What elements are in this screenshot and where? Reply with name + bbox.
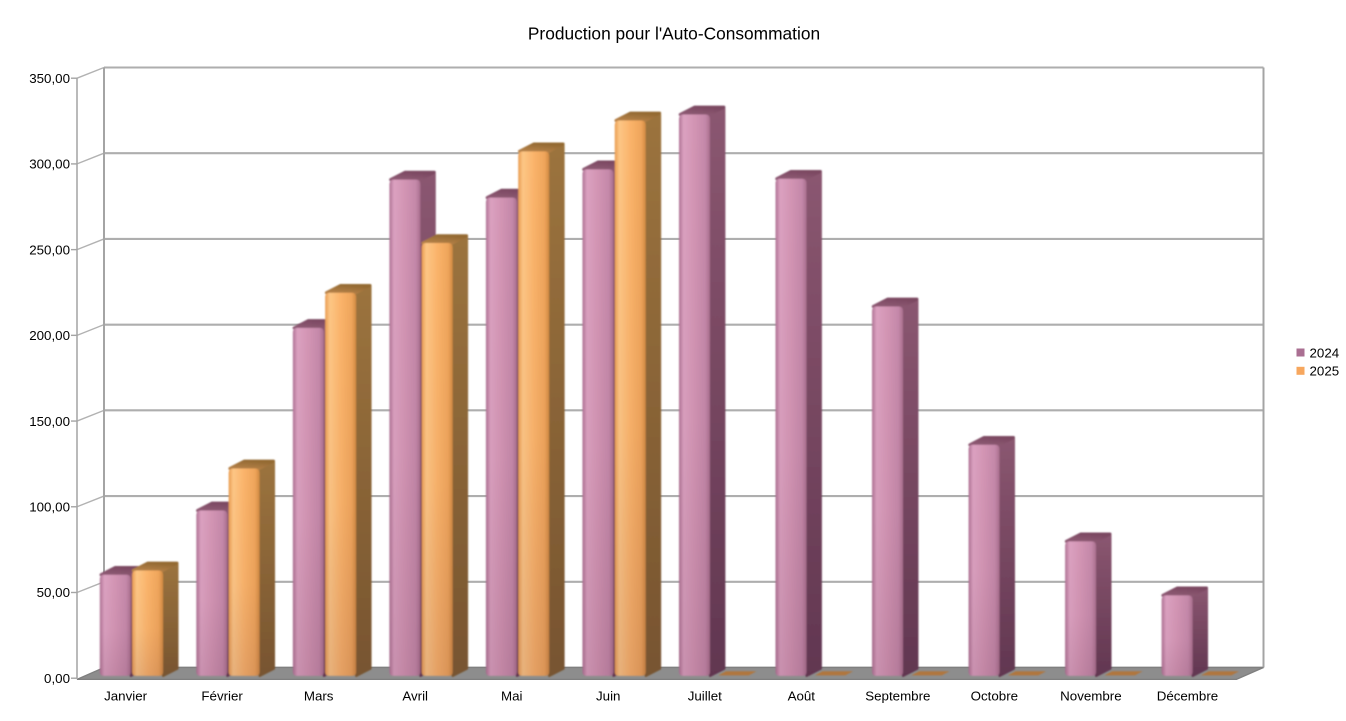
svg-text:Décembre: Décembre <box>1157 688 1218 703</box>
svg-text:0,00: 0,00 <box>44 671 70 686</box>
svg-text:250,00: 250,00 <box>29 242 70 257</box>
svg-text:100,00: 100,00 <box>29 499 70 514</box>
svg-text:Juin: Juin <box>596 688 620 703</box>
svg-text:Novembre: Novembre <box>1060 688 1121 703</box>
svg-text:Juillet: Juillet <box>688 688 722 703</box>
svg-text:50,00: 50,00 <box>37 585 70 600</box>
svg-text:2024: 2024 <box>1310 345 1340 360</box>
svg-text:Octobre: Octobre <box>971 688 1018 703</box>
svg-text:Mars: Mars <box>304 688 334 703</box>
svg-text:200,00: 200,00 <box>29 328 70 343</box>
svg-text:Production pour l'Auto-Consomm: Production pour l'Auto-Consommation <box>528 23 820 43</box>
svg-text:150,00: 150,00 <box>29 414 70 429</box>
svg-text:Août: Août <box>788 688 816 703</box>
svg-text:350,00: 350,00 <box>29 71 70 86</box>
svg-text:Mai: Mai <box>501 688 523 703</box>
svg-text:Janvier: Janvier <box>104 688 148 703</box>
svg-text:Septembre: Septembre <box>865 688 930 703</box>
svg-text:2025: 2025 <box>1310 364 1340 379</box>
svg-text:Février: Février <box>201 688 243 703</box>
svg-text:Avril: Avril <box>402 688 428 703</box>
svg-text:300,00: 300,00 <box>29 157 70 172</box>
